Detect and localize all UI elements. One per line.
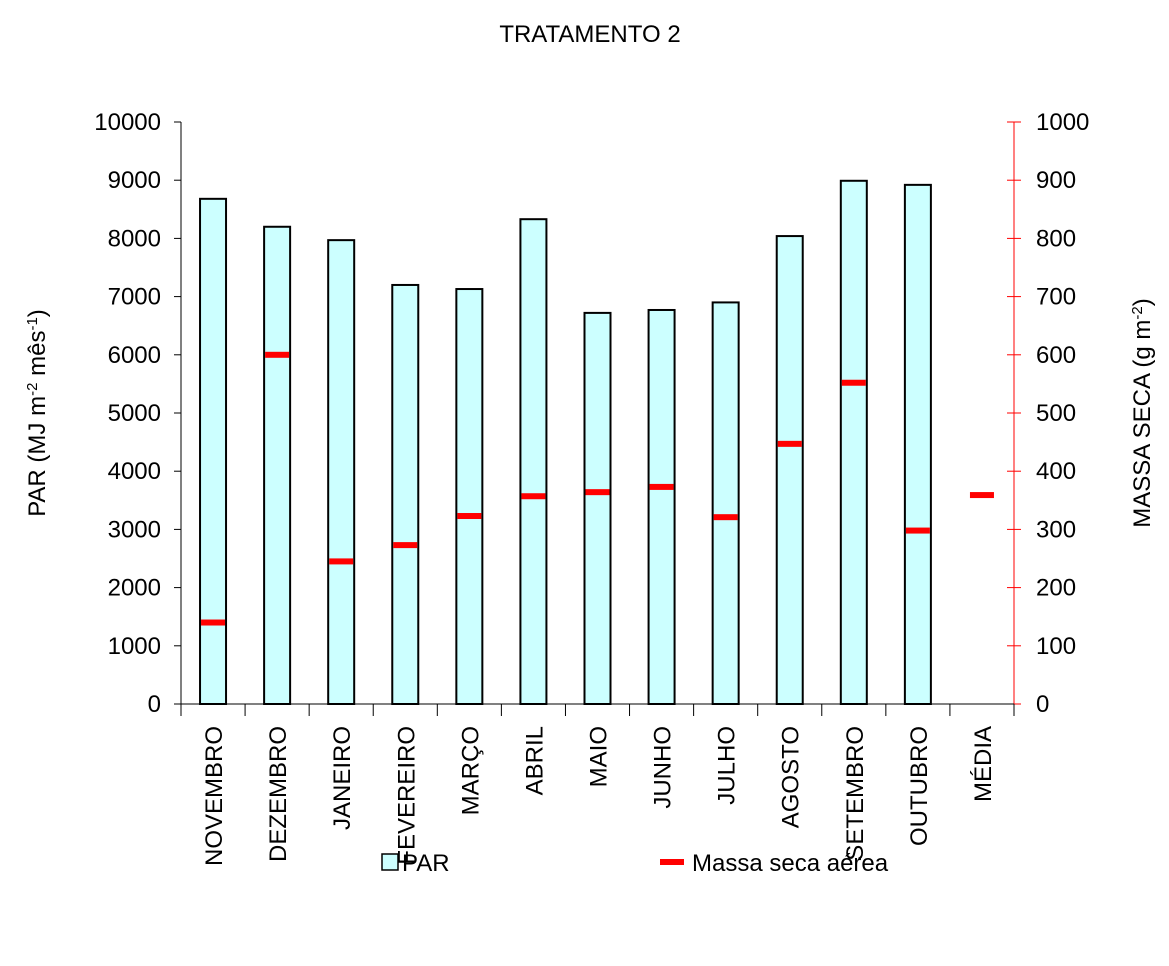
y2-tick-label: 700: [1036, 284, 1076, 311]
y-axis-title-part: mês: [24, 331, 51, 383]
y-tick-label: 7000: [108, 284, 161, 311]
x-tick-label: MAIO: [586, 726, 613, 787]
y-tick-label: 5000: [108, 400, 161, 427]
y2-axis-title: MASSA SECA (g m-2): [1129, 298, 1157, 527]
x-tick-label: SETEMBRO: [842, 726, 869, 861]
marker: [713, 514, 738, 521]
x-tick-label: NOVEMBRO: [201, 726, 228, 866]
bar: [263, 225, 292, 705]
legend-label: PAR: [402, 850, 450, 877]
y-axis-title-part: PAR (MJ m: [24, 396, 51, 517]
marker: [585, 489, 610, 496]
y2-tick-label: 0: [1036, 691, 1049, 718]
bar: [391, 283, 420, 705]
x-tick-label: JULHO: [714, 726, 741, 805]
marker: [393, 542, 418, 549]
x-tick-label: FEVEREIRO: [393, 726, 420, 865]
x-tick-label: AGOSTO: [778, 726, 805, 828]
y-axis-title-part: -2: [24, 383, 41, 396]
marker: [905, 527, 930, 534]
y2-tick-label: 200: [1036, 575, 1076, 602]
marker: [777, 440, 802, 447]
marker: [457, 513, 482, 520]
marker: [201, 619, 226, 626]
bar: [583, 311, 612, 705]
y2-tick-label: 100: [1036, 633, 1076, 660]
marker: [329, 558, 354, 565]
y-tick-label: 8000: [108, 225, 161, 252]
chart-title: TRATAMENTO 2: [499, 21, 680, 48]
y2-axis-title-part: MASSA SECA (g m: [1129, 320, 1156, 528]
x-tick-label: MÉDIA: [970, 726, 997, 802]
y-tick-label: 4000: [108, 458, 161, 485]
legend-swatch: [381, 853, 399, 871]
bar: [519, 218, 548, 705]
y-axis-title: PAR (MJ m-2 mês-1): [24, 309, 52, 517]
bar: [711, 301, 740, 705]
legend-swatch: [660, 859, 684, 865]
marker: [521, 493, 546, 500]
marker: [649, 483, 674, 490]
y-tick-label: 1000: [108, 633, 161, 660]
bar: [839, 179, 868, 706]
x-tick-label: ABRIL: [521, 726, 548, 795]
y2-tick-label: 500: [1036, 400, 1076, 427]
marker: [969, 492, 994, 499]
marker: [265, 351, 290, 358]
bar: [455, 288, 484, 705]
y-axis-title-part: -1: [24, 317, 41, 330]
y-axis-title-part: ): [24, 309, 51, 317]
x-tick-label: OUTUBRO: [906, 726, 933, 846]
legend-label: Massa seca aérea: [692, 850, 889, 877]
bar: [647, 308, 676, 705]
bar: [199, 197, 228, 705]
marker: [841, 379, 866, 386]
y2-axis-title-part: ): [1129, 298, 1156, 306]
x-tick-label: JUNHO: [650, 726, 677, 809]
y2-tick-label: 1000: [1036, 109, 1089, 136]
y2-axis-title-part: -2: [1129, 306, 1146, 319]
x-tick-label: JANEIRO: [329, 726, 356, 830]
y-tick-label: 9000: [108, 167, 161, 194]
y-tick-label: 0: [148, 691, 161, 718]
bar: [903, 183, 932, 705]
y-tick-label: 10000: [94, 109, 161, 136]
y2-tick-label: 300: [1036, 516, 1076, 543]
y2-tick-label: 900: [1036, 167, 1076, 194]
bar: [327, 239, 356, 705]
x-tick-label: MARÇO: [457, 726, 484, 815]
y-tick-label: 2000: [108, 575, 161, 602]
y-tick-label: 6000: [108, 342, 161, 369]
bar: [775, 235, 804, 706]
x-tick-label: DEZEMBRO: [265, 726, 292, 862]
y2-tick-label: 600: [1036, 342, 1076, 369]
y2-tick-label: 800: [1036, 225, 1076, 252]
y-tick-label: 3000: [108, 516, 161, 543]
y2-tick-label: 400: [1036, 458, 1076, 485]
